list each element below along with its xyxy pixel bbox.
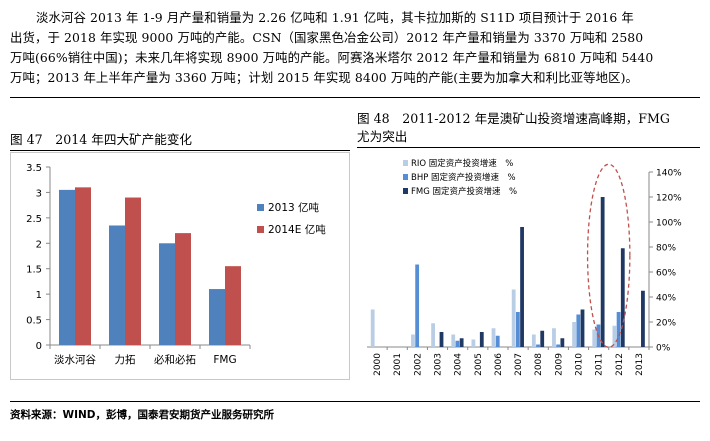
x-tick-label: 2009 [554,353,564,376]
y-tick-label: 100% [656,219,682,229]
legend-label: FMG 固定资产投资增速 % [411,186,517,197]
x-tick-label: FMG [213,354,236,366]
figure-48-title-line-2: 尤为突出 [357,129,408,144]
figure-48-title-rule [357,147,700,148]
legend-label: 2013 亿吨 [268,201,320,214]
figure-47-chart: 0 0.5 1 1.5 2 2.5 3 3.5 淡水河谷 力拓 必和必拓 FMG 2013 亿吨 2014… [10,152,350,380]
intro-line-1: 淡水河谷 2013 年 1-9 月产量和销量为 2.26 亿吨和 1.91 亿吨… [36,10,634,25]
y-tick-label: 0 [36,341,42,352]
y-tick-label: 140% [656,169,682,179]
y-tick-label: 40% [656,294,676,304]
bar [580,309,585,347]
y-tick-label: 1 [36,290,42,301]
y-tick-label: 20% [656,319,676,329]
bar [560,338,565,347]
y-tick-label: 1.5 [26,265,42,276]
y-tick-label: 0% [656,344,671,354]
bar [459,338,464,347]
legend-label: RIO 固定资产投资增速 % [411,158,513,169]
bar [431,323,435,347]
bar [556,344,561,347]
bar [576,314,581,347]
bar [536,344,540,347]
bar [455,340,460,347]
y-tick-label: 80% [656,244,676,254]
figure-48-chart: 0% 20% 40% 60% 80% 100% 120% 140% 2000 2001 2002 20… [367,158,682,376]
top-rule [10,97,700,98]
y-tick-label: 2 [36,239,42,250]
bar [479,332,484,347]
legend-swatch [257,204,264,211]
legend-label: 2014E 亿吨 [268,223,326,236]
bottom-rule [10,401,700,402]
x-tick-label: 2006 [494,353,504,376]
x-tick-label: 2003 [434,353,444,376]
bar [531,334,536,347]
x-tick-label: 2002 [413,353,423,376]
x-tick-label: 2000 [373,353,383,376]
x-tick-label: 2005 [474,353,484,376]
figure-47-title-rule [10,150,350,151]
x-tick-label: 2008 [534,353,544,376]
bar [109,225,125,345]
bar [175,233,191,345]
bar [600,197,605,347]
intro-line-2: 出货，于 2018 年实现 9000 万吨的产能。CSN（国家黑色冶金公司）20… [10,30,644,45]
x-tick-label: 淡水河谷 [54,354,96,366]
intro-line-4: 万吨；2013 年上半年产量为 3360 万吨；计划 2015 年实现 8400… [10,70,639,85]
bar [411,334,415,347]
y-tick-label: 120% [656,194,682,204]
figure-47-title: 图 47 2014 年四大矿产能变化 [10,132,193,147]
y-tick-label: 0.5 [26,316,42,327]
bar [370,309,375,347]
y-tick-label: 3 [36,188,42,199]
x-tick-label: 力拓 [115,353,136,366]
bar [471,339,476,347]
x-tick-label: 2012 [615,353,625,376]
legend-swatch [403,160,408,166]
bar [540,330,545,347]
chart-border [10,152,350,380]
x-tick-label: 2010 [575,353,585,376]
bar [511,289,516,347]
x-tick-label: 2011 [595,353,605,376]
figure-48-title-line-1: 图 48 2011-2012 年是澳矿山投资增速高峰期，FMG [357,111,670,126]
bar [75,187,91,345]
bar [415,264,420,347]
x-tick-label: 2013 [635,353,645,376]
bar [592,329,597,347]
bar [520,227,524,347]
bar [209,289,225,345]
bar [641,290,645,347]
legend-swatch [403,174,408,180]
bar [612,325,617,347]
y-tick-label: 3.5 [26,163,42,174]
bar [59,189,75,345]
intro-paragraph: 淡水河谷 2013 年 1-9 月产量和销量为 2.26 亿吨和 1.91 亿吨… [10,8,700,88]
bar [616,312,621,347]
bar [159,243,175,345]
bar [125,197,141,345]
bar [620,248,625,347]
x-tick-label: 必和必拓 [154,353,196,366]
legend-swatch [403,188,408,194]
bar [225,266,241,345]
bar [495,335,500,347]
x-tick-label: 2001 [393,353,403,376]
bar [491,328,496,347]
legend-label: BHP 固定资产投资增速 % [411,172,516,183]
bar [451,334,456,347]
bar [572,322,576,347]
intro-line-3: 万吨(66%销往中国)；未来几年将实现 8900 万吨的产能。阿赛洛米塔尔 20… [10,50,654,65]
bar [439,332,444,347]
highlight-ellipse [586,163,631,348]
x-tick-label: 2004 [454,353,464,376]
bar [515,312,520,347]
y-tick-label: 60% [656,269,676,279]
bar [552,328,556,347]
y-tick-label: 2.5 [26,214,42,225]
legend-swatch [257,226,264,233]
source-note: 资料来源：WIND，彭博，国泰君安期货产业服务研究所 [10,409,274,421]
x-tick-label: 2007 [514,353,524,376]
